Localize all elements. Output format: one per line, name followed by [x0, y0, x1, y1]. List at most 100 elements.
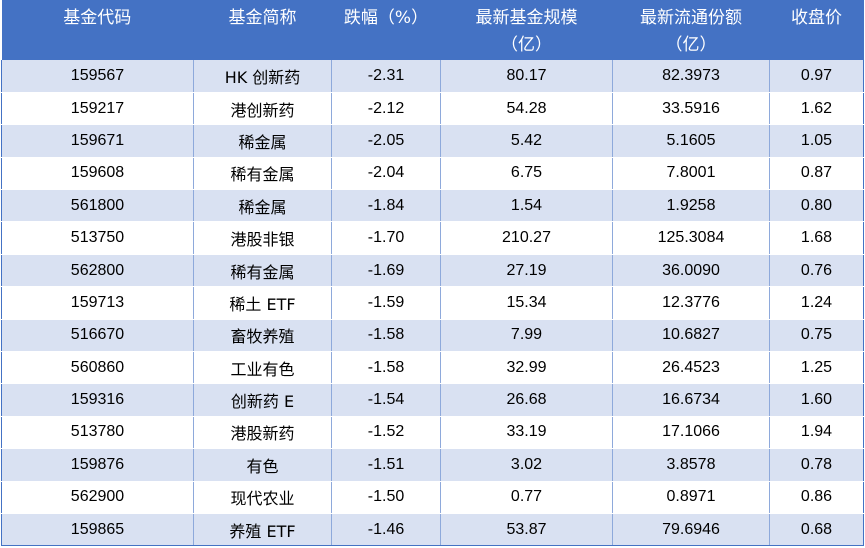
- fund-name-cell: 港创新药: [193, 92, 332, 126]
- close-price-cell: 1.24: [769, 286, 864, 320]
- table-row: 159865 养殖 ETF -1.46 53.87 79.6946 0.68: [1, 513, 864, 547]
- close-price-cell: 0.97: [769, 60, 864, 93]
- fund-name-cell: 养殖 ETF: [193, 513, 332, 547]
- fund-scale-cell: 32.99: [440, 351, 613, 385]
- float-shares-cell: 7.8001: [612, 157, 770, 191]
- float-shares-cell: 17.1066: [612, 416, 770, 450]
- fund-name-cell: 现代农业: [193, 481, 332, 514]
- float-shares-cell: 82.3973: [612, 60, 770, 93]
- change-pct-cell: -1.46: [331, 513, 441, 547]
- change-pct-cell: -2.04: [331, 157, 441, 191]
- close-price-cell: 1.94: [769, 416, 864, 450]
- change-pct-cell: -2.31: [331, 60, 441, 93]
- change-pct-cell: -1.50: [331, 481, 441, 514]
- header-float-shares: 最新流通份额 （亿）: [612, 0, 770, 60]
- fund-scale-cell: 0.77: [440, 481, 613, 514]
- fund-scale-cell: 80.17: [440, 60, 613, 93]
- header-fund-name: 基金简称: [193, 0, 332, 60]
- fund-scale-cell: 6.75: [440, 157, 613, 191]
- close-price-cell: 0.75: [769, 319, 864, 353]
- fund-name-cell: 港股新药: [193, 416, 332, 450]
- fund-scale-cell: 27.19: [440, 254, 613, 288]
- fund-code-cell: 562900: [1, 481, 194, 514]
- fund-scale-cell: 54.28: [440, 92, 613, 126]
- change-pct-cell: -2.12: [331, 92, 441, 126]
- close-price-cell: 0.78: [769, 448, 864, 482]
- change-pct-cell: -1.59: [331, 286, 441, 320]
- fund-code-cell: 562800: [1, 254, 194, 288]
- fund-name-cell: 港股非银: [193, 221, 332, 255]
- table-row: 159876 有色 -1.51 3.02 3.8578 0.78: [1, 448, 864, 482]
- float-shares-cell: 5.1605: [612, 124, 770, 158]
- table-row: 159713 稀土 ETF -1.59 15.34 12.3776 1.24: [1, 286, 864, 320]
- fund-scale-cell: 3.02: [440, 448, 613, 482]
- change-pct-cell: -2.05: [331, 124, 441, 158]
- header-fund-scale: 最新基金规模 （亿）: [440, 0, 613, 60]
- fund-name-cell: 有色: [193, 448, 332, 482]
- fund-scale-cell: 53.87: [440, 513, 613, 547]
- table-row: 516670 畜牧养殖 -1.58 7.99 10.6827 0.75: [1, 319, 864, 353]
- table-header: 基金代码 基金简称 跌幅（%） 最新基金规模 （亿） 最新流通份额 （亿） 收盘价: [1, 0, 864, 60]
- header-change-pct: 跌幅（%）: [331, 0, 441, 60]
- close-price-cell: 1.68: [769, 221, 864, 255]
- table-body: 159567 HK 创新药 -2.31 80.17 82.3973 0.97 159217 港…: [1, 60, 864, 547]
- table-row: 159567 HK 创新药 -2.31 80.17 82.3973 0.97: [1, 60, 864, 93]
- float-shares-cell: 33.5916: [612, 92, 770, 126]
- fund-name-cell: 稀金属: [193, 124, 332, 158]
- table-row: 562800 稀有金属 -1.69 27.19 36.0090 0.76: [1, 254, 864, 288]
- change-pct-cell: -1.84: [331, 189, 441, 223]
- close-price-cell: 1.62: [769, 92, 864, 126]
- fund-name-cell: 工业有色: [193, 351, 332, 385]
- fund-scale-cell: 33.19: [440, 416, 613, 450]
- table-row: 159671 稀金属 -2.05 5.42 5.1605 1.05: [1, 124, 864, 158]
- fund-code-cell: 159608: [1, 157, 194, 191]
- fund-code-cell: 513750: [1, 221, 194, 255]
- fund-name-cell: HK 创新药: [193, 60, 332, 93]
- fund-code-cell: 159713: [1, 286, 194, 320]
- table-row: 562900 现代农业 -1.50 0.77 0.8971 0.86: [1, 481, 864, 514]
- close-price-cell: 1.60: [769, 383, 864, 417]
- fund-code-cell: 513780: [1, 416, 194, 450]
- change-pct-cell: -1.69: [331, 254, 441, 288]
- fund-code-cell: 516670: [1, 319, 194, 353]
- float-shares-cell: 10.6827: [612, 319, 770, 353]
- fund-name-cell: 稀有金属: [193, 254, 332, 288]
- fund-name-cell: 畜牧养殖: [193, 319, 332, 353]
- table-row: 159217 港创新药 -2.12 54.28 33.5916 1.62: [1, 92, 864, 126]
- float-shares-cell: 36.0090: [612, 254, 770, 288]
- close-price-cell: 1.25: [769, 351, 864, 385]
- change-pct-cell: -1.70: [331, 221, 441, 255]
- change-pct-cell: -1.54: [331, 383, 441, 417]
- table-row: 513780 港股新药 -1.52 33.19 17.1066 1.94: [1, 416, 864, 450]
- close-price-cell: 1.05: [769, 124, 864, 158]
- fund-scale-cell: 5.42: [440, 124, 613, 158]
- header-close-price: 收盘价: [769, 0, 864, 60]
- float-shares-cell: 12.3776: [612, 286, 770, 320]
- float-shares-cell: 16.6734: [612, 383, 770, 417]
- fund-code-cell: 159865: [1, 513, 194, 547]
- fund-scale-cell: 1.54: [440, 189, 613, 223]
- fund-name-cell: 稀土 ETF: [193, 286, 332, 320]
- fund-code-cell: 159671: [1, 124, 194, 158]
- close-price-cell: 0.86: [769, 481, 864, 514]
- fund-scale-cell: 26.68: [440, 383, 613, 417]
- table-row: 159608 稀有金属 -2.04 6.75 7.8001 0.87: [1, 157, 864, 191]
- table-row: 513750 港股非银 -1.70 210.27 125.3084 1.68: [1, 221, 864, 255]
- fund-code-cell: 159567: [1, 60, 194, 93]
- table-row: 159316 创新药 E -1.54 26.68 16.6734 1.60: [1, 383, 864, 417]
- fund-code-cell: 159217: [1, 92, 194, 126]
- close-price-cell: 0.87: [769, 157, 864, 191]
- change-pct-cell: -1.52: [331, 416, 441, 450]
- fund-code-cell: 159316: [1, 383, 194, 417]
- header-fund-code: 基金代码: [1, 0, 194, 60]
- fund-scale-cell: 7.99: [440, 319, 613, 353]
- float-shares-cell: 79.6946: [612, 513, 770, 547]
- fund-code-cell: 561800: [1, 189, 194, 223]
- fund-name-cell: 稀有金属: [193, 157, 332, 191]
- change-pct-cell: -1.51: [331, 448, 441, 482]
- fund-scale-cell: 15.34: [440, 286, 613, 320]
- close-price-cell: 0.80: [769, 189, 864, 223]
- float-shares-cell: 0.8971: [612, 481, 770, 514]
- close-price-cell: 0.68: [769, 513, 864, 547]
